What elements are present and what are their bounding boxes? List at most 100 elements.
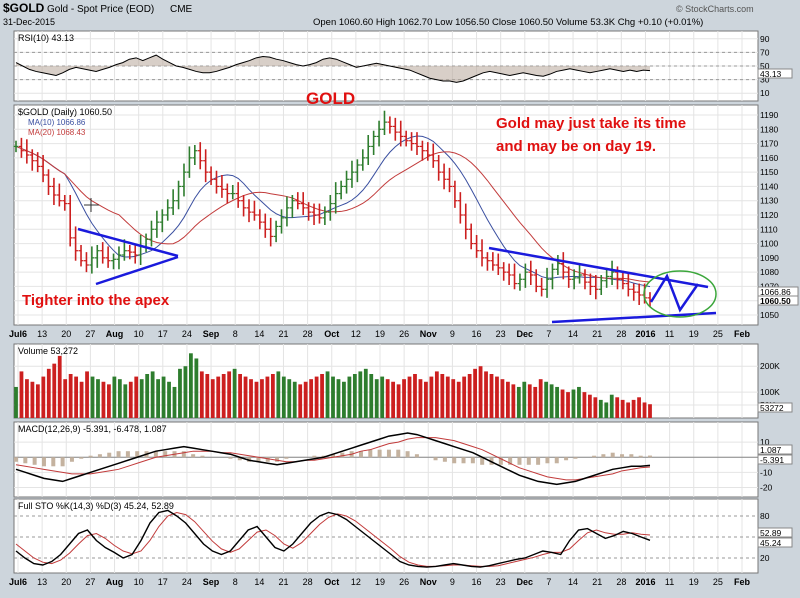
rsi-value-tag [757,68,793,79]
x-tick-label: Oct [324,329,339,339]
price-tick-label: 1080 [760,267,779,277]
ma20-line [15,145,651,283]
macd-histogram-bar [275,457,280,462]
volume-bar [495,376,499,418]
volume-bar [620,399,625,418]
volume-bar [254,381,259,418]
volume-tick-label: 200K [760,361,780,371]
x-tick-label-bottom: 19 [689,577,699,587]
volume-bar [413,374,417,418]
volume-bar [199,371,204,418]
volume-bar [336,379,341,418]
volume-bar [445,376,450,418]
macd-histogram-bar [554,457,559,464]
macd-histogram-bar [181,451,186,458]
macd-histogram-bar [414,454,419,458]
macd-histogram-bar [517,457,522,465]
macd-panel [13,421,759,498]
volume-bar [347,376,352,418]
volume-bar [292,381,297,418]
macd-histogram-bar [340,452,345,458]
price-tick-label: 1110 [760,224,778,234]
rsi-layer [14,51,758,83]
axis-layer: Jul6 Jul6 13 13 20 20 27 27 Aug Aug 10 10 17 17 24 24 Se… [9,34,780,587]
volume-bar [396,384,401,418]
price-tick-label: 1100 [760,239,779,249]
volume-bar [161,376,166,418]
volume-bar [642,402,647,418]
sto-label: Full STO %K(14,3) %D(3) 45.24, 52.89 [18,501,174,511]
volume-bar [298,384,303,418]
volume-bar [178,368,182,418]
volume-bar [593,397,598,418]
volume-bar [402,379,406,418]
volume-bar [281,376,286,418]
x-tick-label-bottom: 8 [233,577,238,587]
close-value-tag [757,295,799,306]
x-tick-label: 28 [303,329,313,339]
volume-bar [473,368,478,418]
volume-bar [342,381,346,418]
volume-bar [511,384,516,418]
note-line-1: Gold may just take its time [496,115,686,132]
volume-bar [566,392,570,418]
x-tick-label-bottom: 28 [303,577,313,587]
macd-histogram-bar [368,449,373,458]
volume-bar [265,376,270,418]
volume-bar [380,376,385,418]
x-tick-label-bottom: 17 [158,577,168,587]
macd-histogram-bar [153,451,158,458]
x-tick-label-bottom: Oct [324,577,339,587]
macd-histogram-bar [14,457,18,462]
stockcharts-watermark: © StockCharts.com [676,4,754,14]
volume-bar [544,381,549,418]
macd-tick-label: 10 [760,437,770,447]
volume-bar [90,376,95,418]
x-tick-label-bottom: 19 [375,577,385,587]
volume-bar [112,376,117,418]
volume-bar [243,376,248,418]
gold-title-annotation: GOLD [306,89,355,108]
volume-bar [194,358,199,418]
macd-histogram-bar [592,455,597,458]
macd-histogram-bar [116,451,121,458]
volume-bar [582,392,587,418]
price-tick-label: 1160 [760,153,779,163]
x-tick-label: 24 [182,329,192,339]
volume-bar [183,366,188,418]
price-tick-label: 1150 [760,167,779,177]
triangle-upper-trendline-dec [488,246,709,289]
sto-k-value-tag [757,537,793,548]
x-tick-label-bottom: 16 [472,577,482,587]
volume-bar [74,376,79,418]
x-tick-label-bottom: Jul6 [9,577,27,587]
volume-bar [440,374,445,418]
x-tick-label: 17 [158,329,168,339]
volume-bar [549,384,554,418]
volume-bar [238,374,242,418]
volume-bar [505,381,510,418]
volume-bar [429,376,434,418]
x-tick-label: 16 [472,329,482,339]
volume-bar [314,376,319,418]
x-tick-label: Feb [734,329,751,339]
x-tick-label: 20 [61,329,71,339]
volume-bar [41,376,46,418]
macd-hist-value-tag-text: 1.087 [760,445,782,455]
x-tick-label: Nov [420,329,437,339]
volume-bar [467,374,472,418]
x-tick-label: 13 [37,329,47,339]
x-tick-label: 21 [278,329,288,339]
x-tick-label-bottom: 26 [399,577,409,587]
volume-bar [587,394,592,418]
volume-bar [107,384,111,418]
sto-panel [13,498,759,574]
macd-histogram-bar [377,449,382,458]
x-tick-label-bottom: Sep [203,577,220,587]
volume-bar [451,379,456,418]
macd-histogram-bar [237,457,242,461]
macd-histogram-bar [648,455,652,458]
rsi-tick-label: 50 [760,61,770,71]
volume-bar [363,368,368,418]
x-tick-label-bottom: 14 [254,577,264,587]
